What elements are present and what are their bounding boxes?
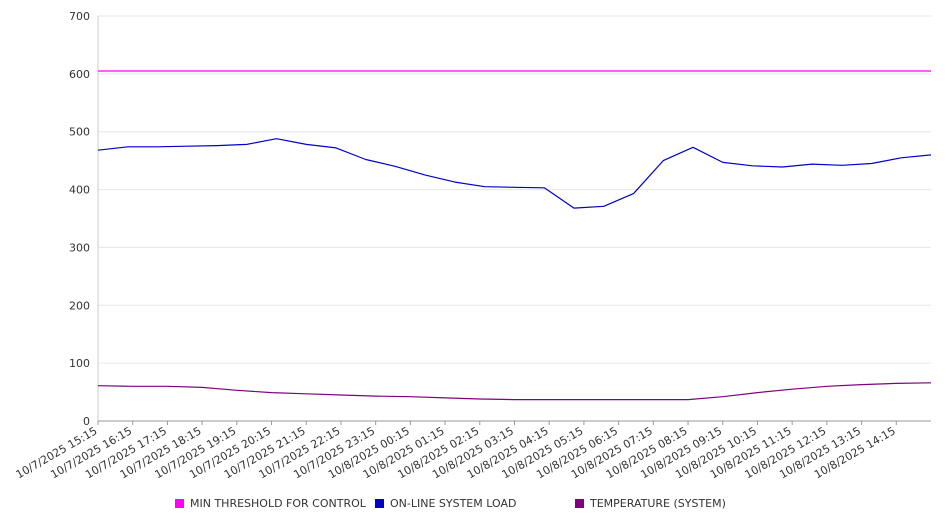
series-line-2 <box>97 382 932 401</box>
y-tick-label: 700 <box>69 10 90 23</box>
y-tick-label: 400 <box>69 184 90 197</box>
series-layer <box>97 70 932 401</box>
legend-label-system-load: ON-LINE SYSTEM LOAD <box>390 497 517 510</box>
y-tick-label: 0 <box>83 415 90 428</box>
legend-item-threshold[interactable]: MIN THRESHOLD FOR CONTROL <box>175 497 366 510</box>
grid-lines <box>98 15 931 422</box>
y-tick-label: 100 <box>69 357 90 370</box>
y-tick-label: 200 <box>69 299 90 312</box>
legend-swatch-threshold <box>175 499 184 508</box>
legend-item-temperature[interactable]: TEMPERATURE (SYSTEM) <box>575 497 726 510</box>
axes <box>97 16 931 425</box>
y-axis-tick-labels: 0 100 200 300 400 500 600 700 <box>69 10 90 428</box>
legend-swatch-system-load <box>375 499 384 508</box>
legend-swatch-temperature <box>575 499 584 508</box>
y-tick-label: 600 <box>69 68 90 81</box>
legend-label-temperature: TEMPERATURE (SYSTEM) <box>590 497 726 510</box>
legend-label-threshold: MIN THRESHOLD FOR CONTROL <box>190 497 366 510</box>
y-tick-label: 300 <box>69 241 90 254</box>
legend-item-system-load[interactable]: ON-LINE SYSTEM LOAD <box>375 497 516 510</box>
legend: MIN THRESHOLD FOR CONTROL ON-LINE SYSTEM… <box>0 497 946 515</box>
y-tick-label: 500 <box>69 126 90 139</box>
series-line-1 <box>97 138 932 209</box>
